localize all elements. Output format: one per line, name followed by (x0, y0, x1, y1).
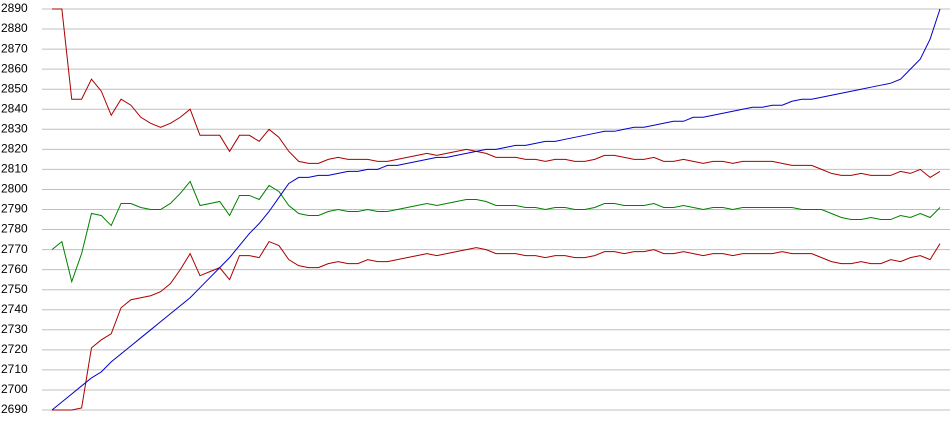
y-tick-label: 2770 (1, 242, 28, 256)
y-tick-label: 2810 (1, 162, 28, 176)
y-tick-label: 2790 (1, 202, 28, 216)
line-series (51, 180, 941, 284)
y-tick-label: 2890 (1, 1, 28, 15)
y-tick-label: 2850 (1, 81, 28, 95)
y-tick-label: 2840 (1, 101, 28, 115)
y-tick-label: 2690 (1, 402, 28, 416)
y-tick-label: 2720 (1, 342, 28, 356)
y-tick-label: 2760 (1, 262, 28, 276)
line-series (52, 8, 941, 179)
y-tick-label: 2700 (1, 382, 28, 396)
y-tick-label: 2880 (1, 21, 28, 35)
y-tick-label: 2820 (1, 142, 28, 156)
y-tick-label: 2710 (1, 362, 28, 376)
y-tick-label: 2870 (1, 41, 28, 55)
line-series (52, 240, 941, 411)
y-tick-label: 2830 (1, 121, 28, 135)
y-tick-label: 2750 (1, 282, 28, 296)
y-tick-label: 2860 (1, 61, 28, 75)
y-tick-label: 2780 (1, 222, 28, 236)
y-tick-label: 2740 (1, 302, 28, 316)
y-tick-label: 2800 (1, 182, 28, 196)
y-tick-label: 2730 (1, 322, 28, 336)
line-series (51, 8, 941, 411)
